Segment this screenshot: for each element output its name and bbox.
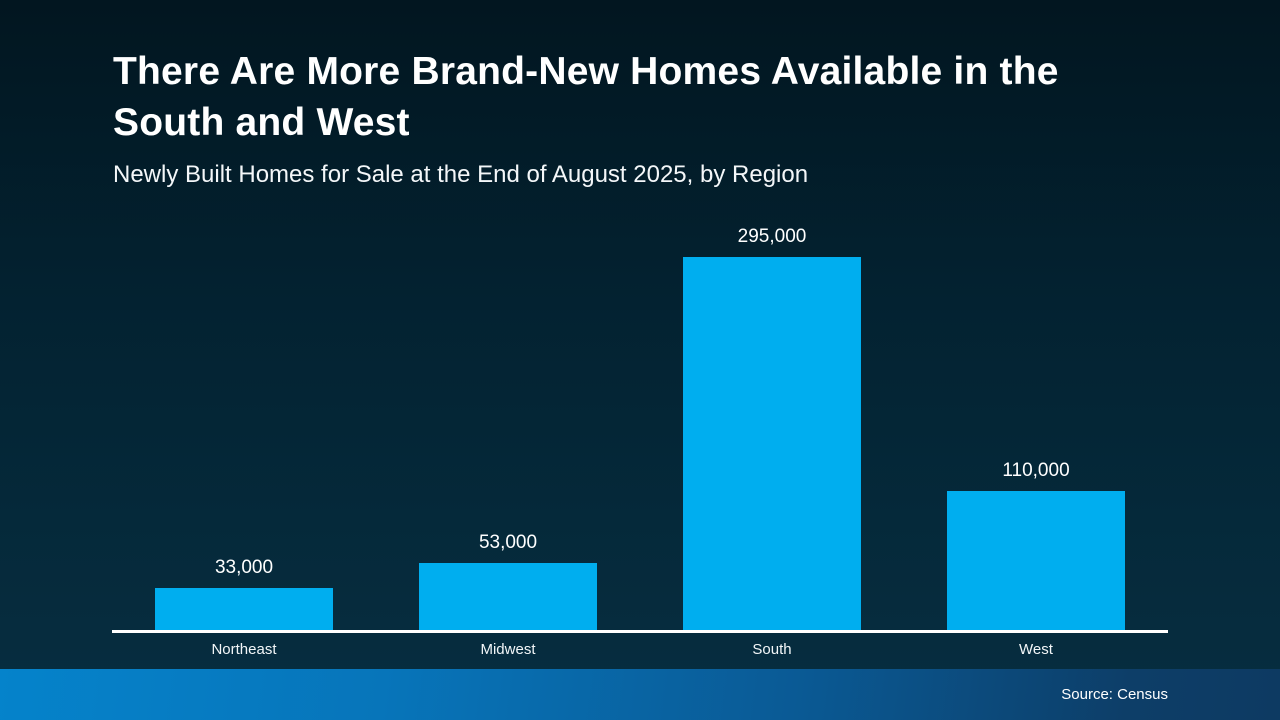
chart-header: There Are More Brand-New Homes Available… [113, 46, 1173, 189]
bar-column-northeast: 33,000 [155, 557, 333, 630]
chart-subtitle: Newly Built Homes for Sale at the End of… [113, 160, 809, 188]
bar [419, 563, 597, 630]
category-label: Midwest [480, 641, 536, 658]
value-label: 110,000 [1002, 460, 1070, 481]
value-label: 53,000 [478, 532, 538, 553]
category-label: West [1019, 641, 1053, 658]
category-label: South [752, 641, 792, 658]
bar [155, 588, 333, 630]
x-axis-line [112, 630, 1168, 633]
value-label: 33,000 [214, 557, 274, 578]
source-attribution: Source: Census [1061, 686, 1168, 703]
bar-chart: 33,000 53,000 295,000 110,000 Northeast Midw… [112, 225, 1168, 658]
bar [683, 257, 861, 630]
bar-column-west: 110,000 [947, 460, 1125, 630]
category-label: Northeast [211, 641, 277, 658]
footer-band: Source: Census [0, 669, 1280, 720]
value-label: 295,000 [737, 226, 807, 247]
chart-title: There Are More Brand-New Homes Available… [113, 50, 1059, 145]
bar [947, 491, 1125, 630]
bar-series: 33,000 53,000 295,000 110,000 [112, 225, 1168, 630]
bar-column-south: 295,000 [683, 226, 861, 630]
x-axis-labels: Northeast Midwest South West [112, 641, 1168, 658]
bar-column-midwest: 53,000 [419, 532, 597, 630]
